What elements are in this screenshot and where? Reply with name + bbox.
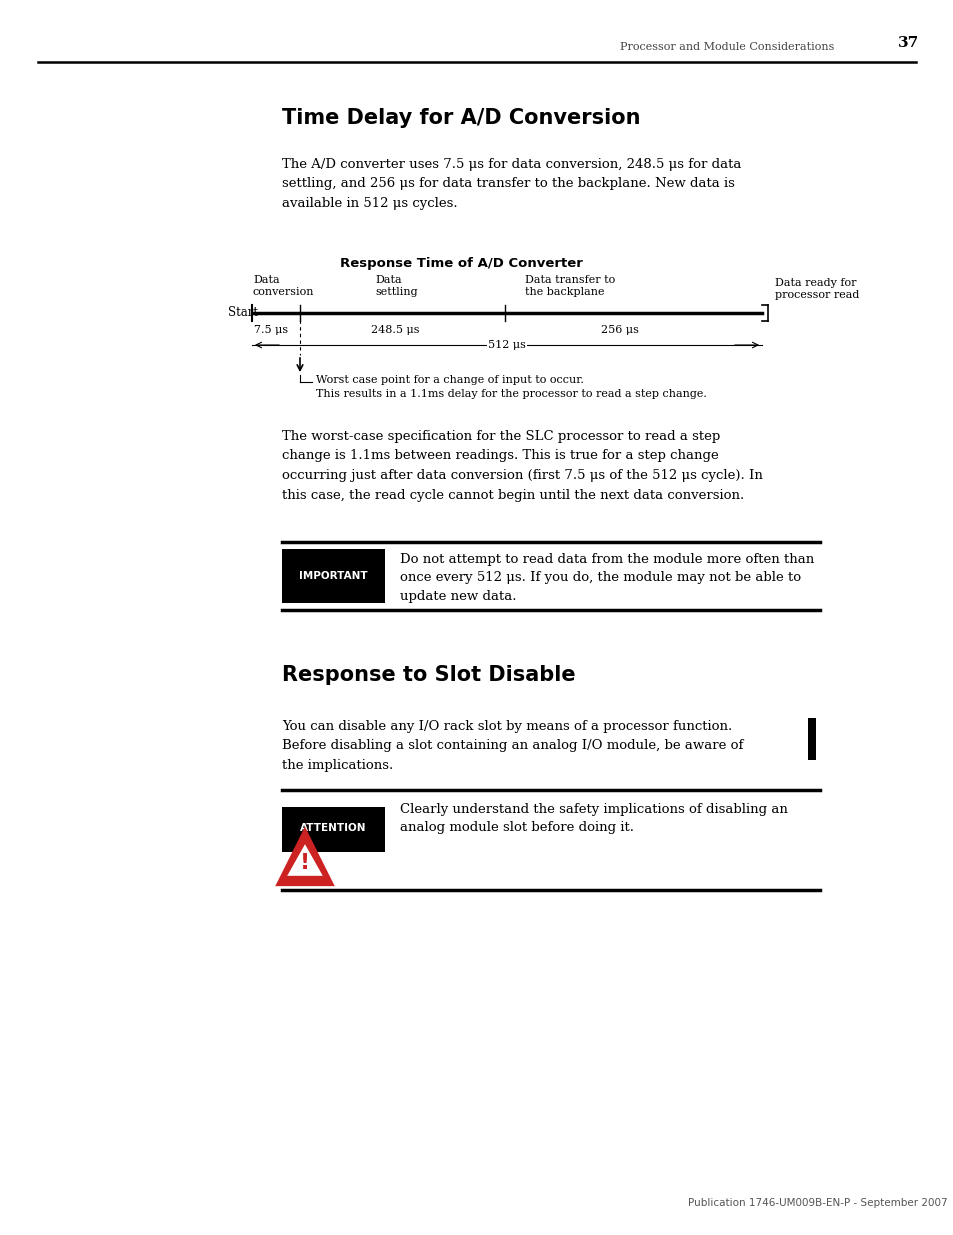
Text: Clearly understand the safety implications of disabling an
analog module slot be: Clearly understand the safety implicatio… <box>399 803 787 835</box>
Text: Do not attempt to read data from the module more often than
once every 512 μs. I: Do not attempt to read data from the mod… <box>399 553 814 603</box>
Text: 248.5 μs: 248.5 μs <box>371 325 418 335</box>
Text: Worst case point for a change of input to occur.: Worst case point for a change of input t… <box>315 375 583 385</box>
Text: IMPORTANT: IMPORTANT <box>298 571 367 580</box>
Bar <box>282 548 385 603</box>
Bar <box>282 806 385 852</box>
Text: Data ready for
processor read: Data ready for processor read <box>774 278 859 300</box>
Text: 7.5 μs: 7.5 μs <box>253 325 288 335</box>
Polygon shape <box>277 830 333 884</box>
Polygon shape <box>287 845 322 876</box>
Text: You can disable any I/O rack slot by means of a processor function.
Before disab: You can disable any I/O rack slot by mea… <box>282 720 742 772</box>
Text: 256 μs: 256 μs <box>600 325 639 335</box>
Text: The A/D converter uses 7.5 μs for data conversion, 248.5 μs for data
settling, a: The A/D converter uses 7.5 μs for data c… <box>282 158 740 210</box>
Text: Start: Start <box>228 306 257 320</box>
Bar <box>807 718 815 760</box>
Text: ATTENTION: ATTENTION <box>300 823 366 832</box>
Text: This results in a 1.1ms delay for the processor to read a step change.: This results in a 1.1ms delay for the pr… <box>315 389 706 399</box>
Text: Publication 1746-UM009B-EN-P - September 2007: Publication 1746-UM009B-EN-P - September… <box>687 1198 946 1208</box>
Text: Time Delay for A/D Conversion: Time Delay for A/D Conversion <box>282 107 639 128</box>
Text: Data
conversion: Data conversion <box>253 275 314 298</box>
Text: Data
settling: Data settling <box>375 275 417 298</box>
Text: 512 μs: 512 μs <box>488 340 525 350</box>
Text: The worst-case specification for the SLC processor to read a step
change is 1.1m: The worst-case specification for the SLC… <box>282 430 762 501</box>
Text: Response to Slot Disable: Response to Slot Disable <box>282 664 575 685</box>
Text: Processor and Module Considerations: Processor and Module Considerations <box>619 42 834 52</box>
Text: Response Time of A/D Converter: Response Time of A/D Converter <box>339 257 582 270</box>
Text: !: ! <box>299 853 310 873</box>
Text: Data transfer to
the backplane: Data transfer to the backplane <box>524 275 615 298</box>
Text: 37: 37 <box>897 36 919 49</box>
